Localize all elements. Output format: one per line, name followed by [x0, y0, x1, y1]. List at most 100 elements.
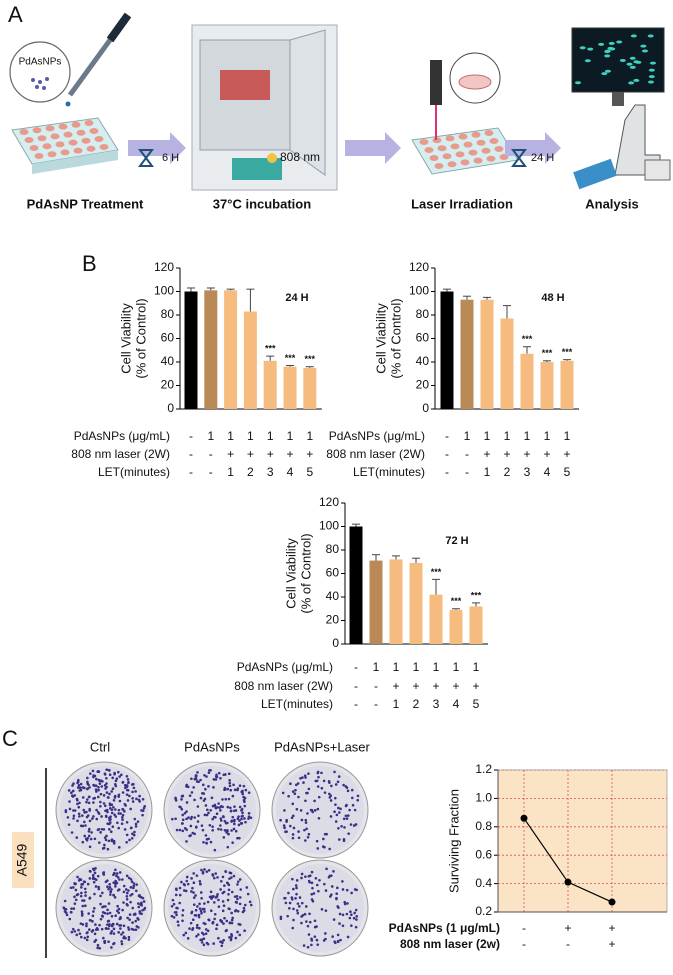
colony	[239, 822, 243, 825]
colony	[115, 872, 119, 875]
colony	[106, 810, 109, 814]
colony	[302, 944, 306, 947]
significance-label: ***	[471, 590, 482, 600]
colony	[88, 795, 91, 799]
colony	[105, 782, 108, 785]
colony	[228, 779, 231, 782]
colony	[199, 796, 203, 800]
device	[644, 159, 671, 181]
colony	[142, 900, 146, 903]
colony	[132, 886, 135, 890]
colony	[109, 932, 113, 935]
condition-value: -	[522, 921, 526, 935]
y-tick-label: 80	[161, 307, 175, 321]
well	[89, 128, 99, 134]
colony	[245, 886, 249, 889]
well	[37, 135, 47, 142]
bar	[429, 594, 443, 644]
significance-label: ***	[285, 353, 296, 363]
colony	[73, 930, 77, 933]
colony	[185, 879, 189, 883]
y-tick-label: 60	[416, 331, 430, 345]
colony	[175, 906, 178, 910]
colony	[132, 833, 136, 837]
colony	[140, 895, 143, 899]
colony	[207, 785, 210, 788]
colony	[116, 889, 120, 892]
colony	[128, 794, 131, 798]
cell	[598, 42, 605, 46]
colony	[343, 900, 347, 904]
colony	[81, 796, 85, 799]
colony	[129, 877, 133, 881]
colony	[282, 824, 286, 827]
colony	[125, 840, 128, 844]
colony	[125, 895, 129, 898]
colony	[85, 798, 89, 801]
arrow	[128, 132, 186, 164]
colony	[199, 891, 203, 894]
colony	[350, 796, 354, 800]
colony	[356, 798, 360, 802]
colony	[104, 905, 107, 908]
colony	[304, 818, 308, 822]
well	[419, 139, 429, 145]
plot-background	[498, 770, 667, 912]
condition-value: +	[483, 447, 490, 461]
colony	[143, 804, 147, 808]
cell	[649, 61, 656, 65]
cell	[619, 58, 626, 62]
colony	[334, 941, 337, 945]
colony	[241, 791, 244, 794]
well	[486, 155, 496, 162]
well	[45, 125, 55, 132]
condition-value: -	[522, 937, 526, 951]
colony	[204, 932, 208, 936]
colony	[287, 891, 290, 895]
colony	[288, 907, 291, 910]
colony	[295, 807, 299, 811]
colony	[100, 815, 103, 818]
colony	[105, 785, 108, 789]
colony	[124, 786, 127, 790]
colony	[230, 876, 233, 879]
colony	[99, 831, 102, 834]
colony	[135, 925, 139, 928]
colony	[310, 870, 314, 874]
colony	[87, 830, 91, 833]
colony	[97, 885, 100, 889]
colony	[338, 922, 341, 925]
colony	[323, 791, 327, 794]
colony	[185, 810, 188, 813]
point	[608, 898, 616, 906]
colony	[207, 868, 211, 872]
colony	[180, 807, 184, 811]
y-axis-label: Cell Viability	[373, 303, 388, 374]
colony	[105, 777, 108, 780]
colony	[311, 886, 314, 890]
colony	[223, 788, 227, 791]
colony	[97, 788, 100, 792]
colony	[76, 875, 79, 879]
cell	[629, 65, 636, 69]
well	[81, 137, 91, 144]
arrow	[505, 132, 561, 164]
colony	[80, 891, 83, 895]
colony	[296, 911, 300, 915]
colony	[324, 937, 327, 941]
well	[447, 161, 457, 168]
cell	[608, 41, 615, 45]
colony	[141, 797, 145, 801]
colony	[102, 828, 106, 831]
condition-value: +	[608, 937, 615, 951]
colony	[244, 788, 248, 792]
colony	[211, 828, 215, 832]
colony	[286, 914, 289, 918]
colony	[100, 927, 104, 931]
colony	[76, 786, 80, 789]
colony	[97, 770, 100, 773]
colony	[315, 938, 319, 942]
colony	[306, 924, 310, 928]
colony	[103, 772, 107, 775]
colony	[238, 784, 242, 788]
